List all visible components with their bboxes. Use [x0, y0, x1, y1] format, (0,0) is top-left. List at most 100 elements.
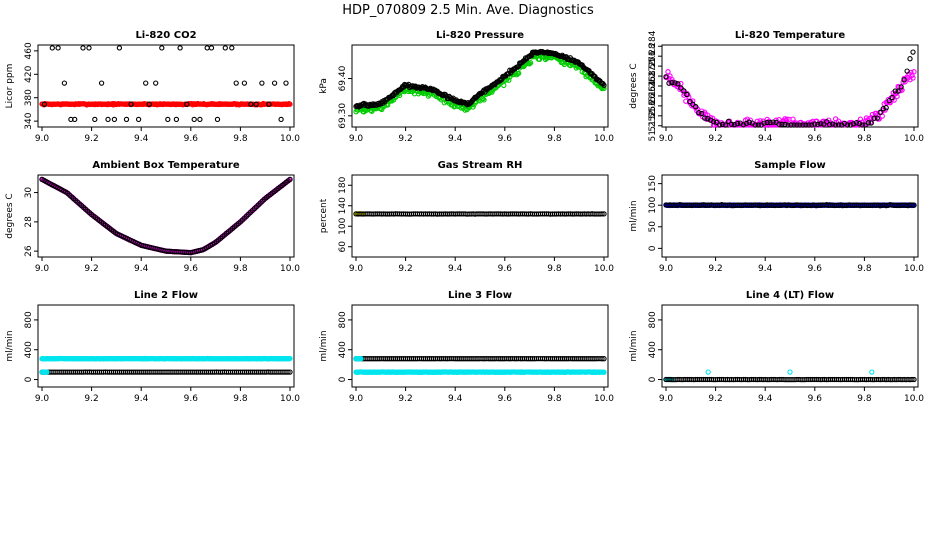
panel-title: Line 3 Flow	[448, 290, 512, 301]
data-point	[601, 356, 607, 362]
data-point	[197, 116, 203, 123]
data-point	[601, 369, 607, 375]
x-tick-label: 9.8	[857, 134, 872, 144]
data-point	[722, 122, 729, 128]
data-point	[143, 80, 149, 86]
x-tick-label: 9.4	[758, 394, 773, 404]
data-point	[452, 103, 458, 109]
data-point	[728, 121, 735, 127]
data-point	[72, 116, 78, 123]
data-point	[785, 122, 791, 128]
data-point	[787, 369, 793, 375]
y-tick-label: 51.272	[648, 60, 658, 92]
data-point	[907, 56, 913, 62]
panel-title: Li-820 CO2	[135, 30, 196, 41]
data-point	[208, 45, 215, 51]
y-tick-label: 100	[648, 196, 658, 213]
data-point	[818, 121, 824, 127]
data-point	[904, 68, 910, 74]
x-tick-label: 9.4	[758, 264, 773, 274]
data-point	[886, 98, 892, 104]
data-point	[865, 120, 872, 126]
data-point	[111, 116, 118, 123]
data-point	[791, 122, 797, 128]
data-point	[287, 176, 293, 183]
x-tick-label: 9.0	[659, 394, 674, 404]
data-point	[901, 77, 907, 83]
data-point	[681, 88, 687, 94]
data-point	[782, 121, 788, 128]
data-point	[889, 94, 895, 101]
x-tick-label: 10.0	[594, 264, 614, 274]
data-point	[909, 202, 915, 208]
data-point	[911, 69, 917, 75]
data-point	[49, 45, 55, 51]
y-axis-label: percent	[319, 198, 329, 233]
x-tick-label: 9.4	[448, 394, 463, 404]
y-axis-label: Licor ppm	[5, 64, 15, 109]
x-tick-label: 9.8	[857, 394, 872, 404]
data-point	[892, 88, 898, 94]
y-tick-label: 51.28	[648, 43, 658, 69]
y-tick-label: 800	[648, 311, 658, 328]
y-tick-label: 26	[24, 245, 34, 257]
data-point	[55, 45, 61, 51]
x-tick-label: 9.2	[708, 264, 722, 274]
y-tick-label: 400	[338, 341, 348, 358]
data-point	[684, 91, 690, 98]
y-tick-label: 380	[24, 89, 34, 106]
y-tick-label: 100	[338, 217, 348, 234]
figure-title: HDP_070809 2.5 Min. Ave. Diagnostics	[342, 3, 594, 18]
data-point	[693, 104, 699, 110]
data-point	[803, 122, 809, 128]
data-point	[776, 121, 782, 127]
series-cyan	[39, 355, 293, 362]
data-point	[61, 80, 68, 86]
series-black	[353, 48, 607, 110]
data-point	[710, 119, 717, 125]
data-point	[856, 121, 863, 127]
data-point	[827, 122, 833, 128]
data-point	[41, 101, 48, 107]
data-point	[800, 122, 806, 128]
y-tick-label: 420	[24, 65, 34, 82]
data-point	[877, 109, 883, 115]
data-point	[832, 122, 839, 128]
data-point	[516, 70, 522, 76]
x-tick-label: 9.0	[35, 134, 50, 144]
data-point	[278, 116, 284, 123]
x-tick-label: 9.2	[398, 134, 412, 144]
panel-7: Line 3 Flow ml/min 9.0 9.2 9.4 9.6 9.8 10.0 0 400…	[319, 290, 614, 404]
data-point	[98, 80, 105, 86]
x-tick-label: 9.0	[35, 264, 50, 274]
data-point	[812, 121, 818, 127]
x-tick-label: 9.0	[349, 264, 364, 274]
data-point	[835, 122, 842, 128]
data-point	[675, 81, 681, 87]
data-point	[764, 119, 770, 126]
data-point	[204, 45, 210, 51]
y-axis-label: ml/min	[319, 330, 329, 361]
data-point	[725, 118, 732, 125]
x-tick-label: 10.0	[594, 134, 614, 144]
y-tick-label: 30	[24, 187, 34, 199]
data-point	[702, 115, 708, 121]
x-tick-label: 9.6	[184, 394, 199, 404]
data-point	[911, 202, 917, 208]
data-point	[678, 85, 684, 91]
data-point	[847, 122, 854, 128]
data-point	[806, 122, 812, 128]
data-point	[135, 116, 142, 123]
y-tick-label: 51.284	[648, 30, 658, 62]
data-point	[599, 356, 605, 362]
data-point	[506, 77, 512, 83]
x-tick-label: 9.4	[134, 134, 149, 144]
series-black	[663, 202, 917, 209]
data-point	[358, 356, 364, 362]
data-point	[859, 122, 866, 128]
x-tick-label: 9.0	[659, 264, 674, 274]
panel-6: Line 2 Flow ml/min 9.0 9.2 9.4 9.6 9.8 10.0 0 400…	[5, 290, 300, 404]
data-point	[809, 122, 815, 128]
data-point	[910, 75, 916, 81]
